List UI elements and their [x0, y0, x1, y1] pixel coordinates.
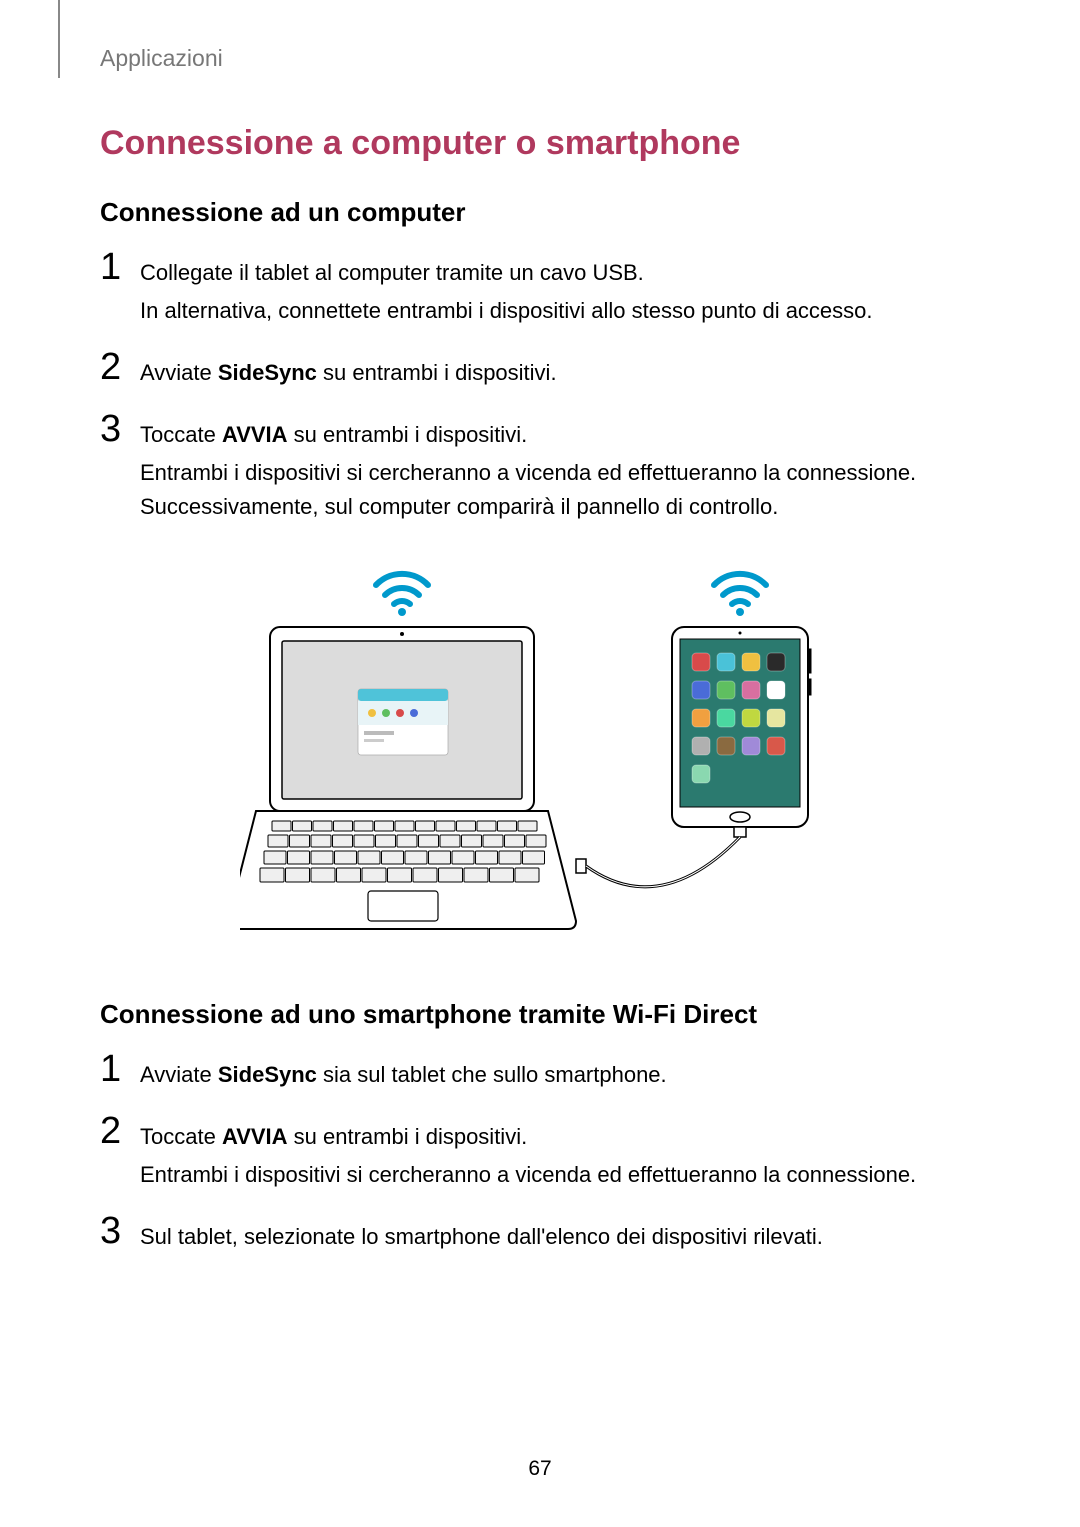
bold-term: SideSync	[218, 360, 317, 385]
step-number: 1	[100, 248, 140, 286]
main-heading: Connessione a computer o smartphone	[100, 124, 980, 163]
step-line: Avviate SideSync sia sul tablet che sull…	[140, 1058, 980, 1092]
step-line: Collegate il tablet al computer tramite …	[140, 256, 980, 290]
step-line: Avviate SideSync su entrambi i dispositi…	[140, 356, 980, 390]
step-body: Toccate AVVIA su entrambi i dispositivi.…	[140, 410, 980, 528]
bold-term: SideSync	[218, 1062, 317, 1087]
diagram-svg	[240, 559, 840, 949]
step-line: Toccate AVVIA su entrambi i dispositivi.	[140, 1120, 980, 1154]
step-body: Avviate SideSync su entrambi i dispositi…	[140, 348, 980, 394]
step-body: Collegate il tablet al computer tramite …	[140, 248, 980, 332]
step: 3Sul tablet, selezionate lo smartphone d…	[100, 1212, 980, 1258]
step: 3Toccate AVVIA su entrambi i dispositivi…	[100, 410, 980, 528]
side-rule	[58, 0, 60, 78]
page-number: 67	[0, 1457, 1080, 1481]
section-b-heading: Connessione ad uno smartphone tramite Wi…	[100, 999, 980, 1030]
section-a-heading: Connessione ad un computer	[100, 197, 980, 228]
step-line: Entrambi i dispositivi si cercheranno a …	[140, 456, 980, 524]
step: 2Avviate SideSync su entrambi i disposit…	[100, 348, 980, 394]
connection-diagram	[100, 559, 980, 949]
step-line: In alternativa, connettete entrambi i di…	[140, 294, 980, 328]
step-number: 3	[100, 1212, 140, 1250]
step-number: 2	[100, 1112, 140, 1150]
step-line: Entrambi i dispositivi si cercheranno a …	[140, 1158, 980, 1192]
step: 2Toccate AVVIA su entrambi i dispositivi…	[100, 1112, 980, 1196]
section-a-steps: 1Collegate il tablet al computer tramite…	[100, 248, 980, 529]
page-content: Applicazioni Connessione a computer o sm…	[0, 0, 1080, 1258]
bold-term: AVVIA	[222, 422, 288, 447]
step-number: 3	[100, 410, 140, 448]
step-body: Avviate SideSync sia sul tablet che sull…	[140, 1050, 980, 1096]
step-line: Sul tablet, selezionate lo smartphone da…	[140, 1220, 980, 1254]
step-number: 2	[100, 348, 140, 386]
step-number: 1	[100, 1050, 140, 1088]
step-line: Toccate AVVIA su entrambi i dispositivi.	[140, 418, 980, 452]
section-b-steps: 1Avviate SideSync sia sul tablet che sul…	[100, 1050, 980, 1258]
step-body: Toccate AVVIA su entrambi i dispositivi.…	[140, 1112, 980, 1196]
bold-term: AVVIA	[222, 1124, 288, 1149]
breadcrumb: Applicazioni	[100, 45, 980, 72]
step: 1Avviate SideSync sia sul tablet che sul…	[100, 1050, 980, 1096]
step: 1Collegate il tablet al computer tramite…	[100, 248, 980, 332]
step-body: Sul tablet, selezionate lo smartphone da…	[140, 1212, 980, 1258]
